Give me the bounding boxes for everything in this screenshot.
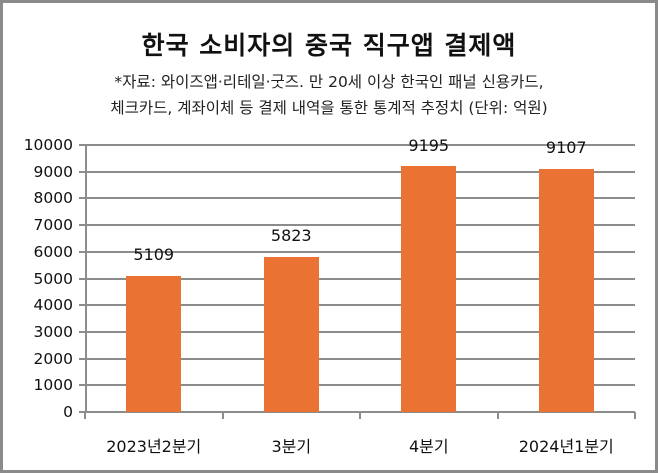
x-tick-mark <box>84 412 86 419</box>
bar <box>538 168 594 412</box>
y-tick-label: 6000 <box>33 242 73 261</box>
bar-value-label: 9107 <box>545 137 587 157</box>
gridline <box>79 144 635 146</box>
x-category-label: 3분기 <box>271 437 312 456</box>
x-category-label: 4분기 <box>408 437 449 456</box>
y-tick-label: 5000 <box>33 269 73 288</box>
chart-title: 한국 소비자의 중국 직구앱 결제액 <box>141 31 517 60</box>
y-tick-label: 3000 <box>33 322 73 341</box>
gridline <box>79 384 635 387</box>
y-tick-label: 2000 <box>33 349 73 368</box>
x-tick-mark <box>634 412 636 419</box>
x-tick-mark <box>496 412 499 419</box>
chart-subtitle-line2: 체크카드, 계좌이체 등 결제 내역을 통한 통계적 추정치 (단위: 억원) <box>110 99 548 117</box>
x-category-label: 2023년2분기 <box>106 437 202 456</box>
bar <box>263 256 319 412</box>
gridline <box>79 357 635 360</box>
bar <box>126 275 182 412</box>
gridline <box>79 197 635 200</box>
y-tick-label: 4000 <box>33 296 73 315</box>
y-tick-label: 9000 <box>33 162 73 181</box>
gridline <box>79 170 635 173</box>
gridline <box>79 330 635 333</box>
plot-area: 5109 5823 9195 9107 <box>79 136 636 419</box>
gridline <box>79 277 635 280</box>
gridline <box>79 224 635 227</box>
gridline <box>79 411 635 413</box>
y-tick-label: 7000 <box>33 216 73 235</box>
x-tick-mark <box>221 412 224 419</box>
gridline <box>79 250 635 253</box>
chart-subtitle-line1: *자료: 와이즈앱·리테일·굿즈. 만 20세 이상 한국인 패널 신용카드, <box>114 73 544 91</box>
bar-value-label: 9195 <box>408 135 450 155</box>
y-tick-label: 8000 <box>33 189 73 208</box>
gridline <box>79 304 635 307</box>
bar-value-label: 5109 <box>133 244 175 264</box>
y-tick-label: 10000 <box>23 136 73 154</box>
bar-value-label: 5823 <box>270 225 312 245</box>
x-tick-mark <box>359 412 361 419</box>
x-category-label: 2024년1분기 <box>518 437 614 456</box>
y-tick-label: 1000 <box>33 376 73 395</box>
y-tick-label: 0 <box>63 403 73 421</box>
bar <box>401 166 457 412</box>
